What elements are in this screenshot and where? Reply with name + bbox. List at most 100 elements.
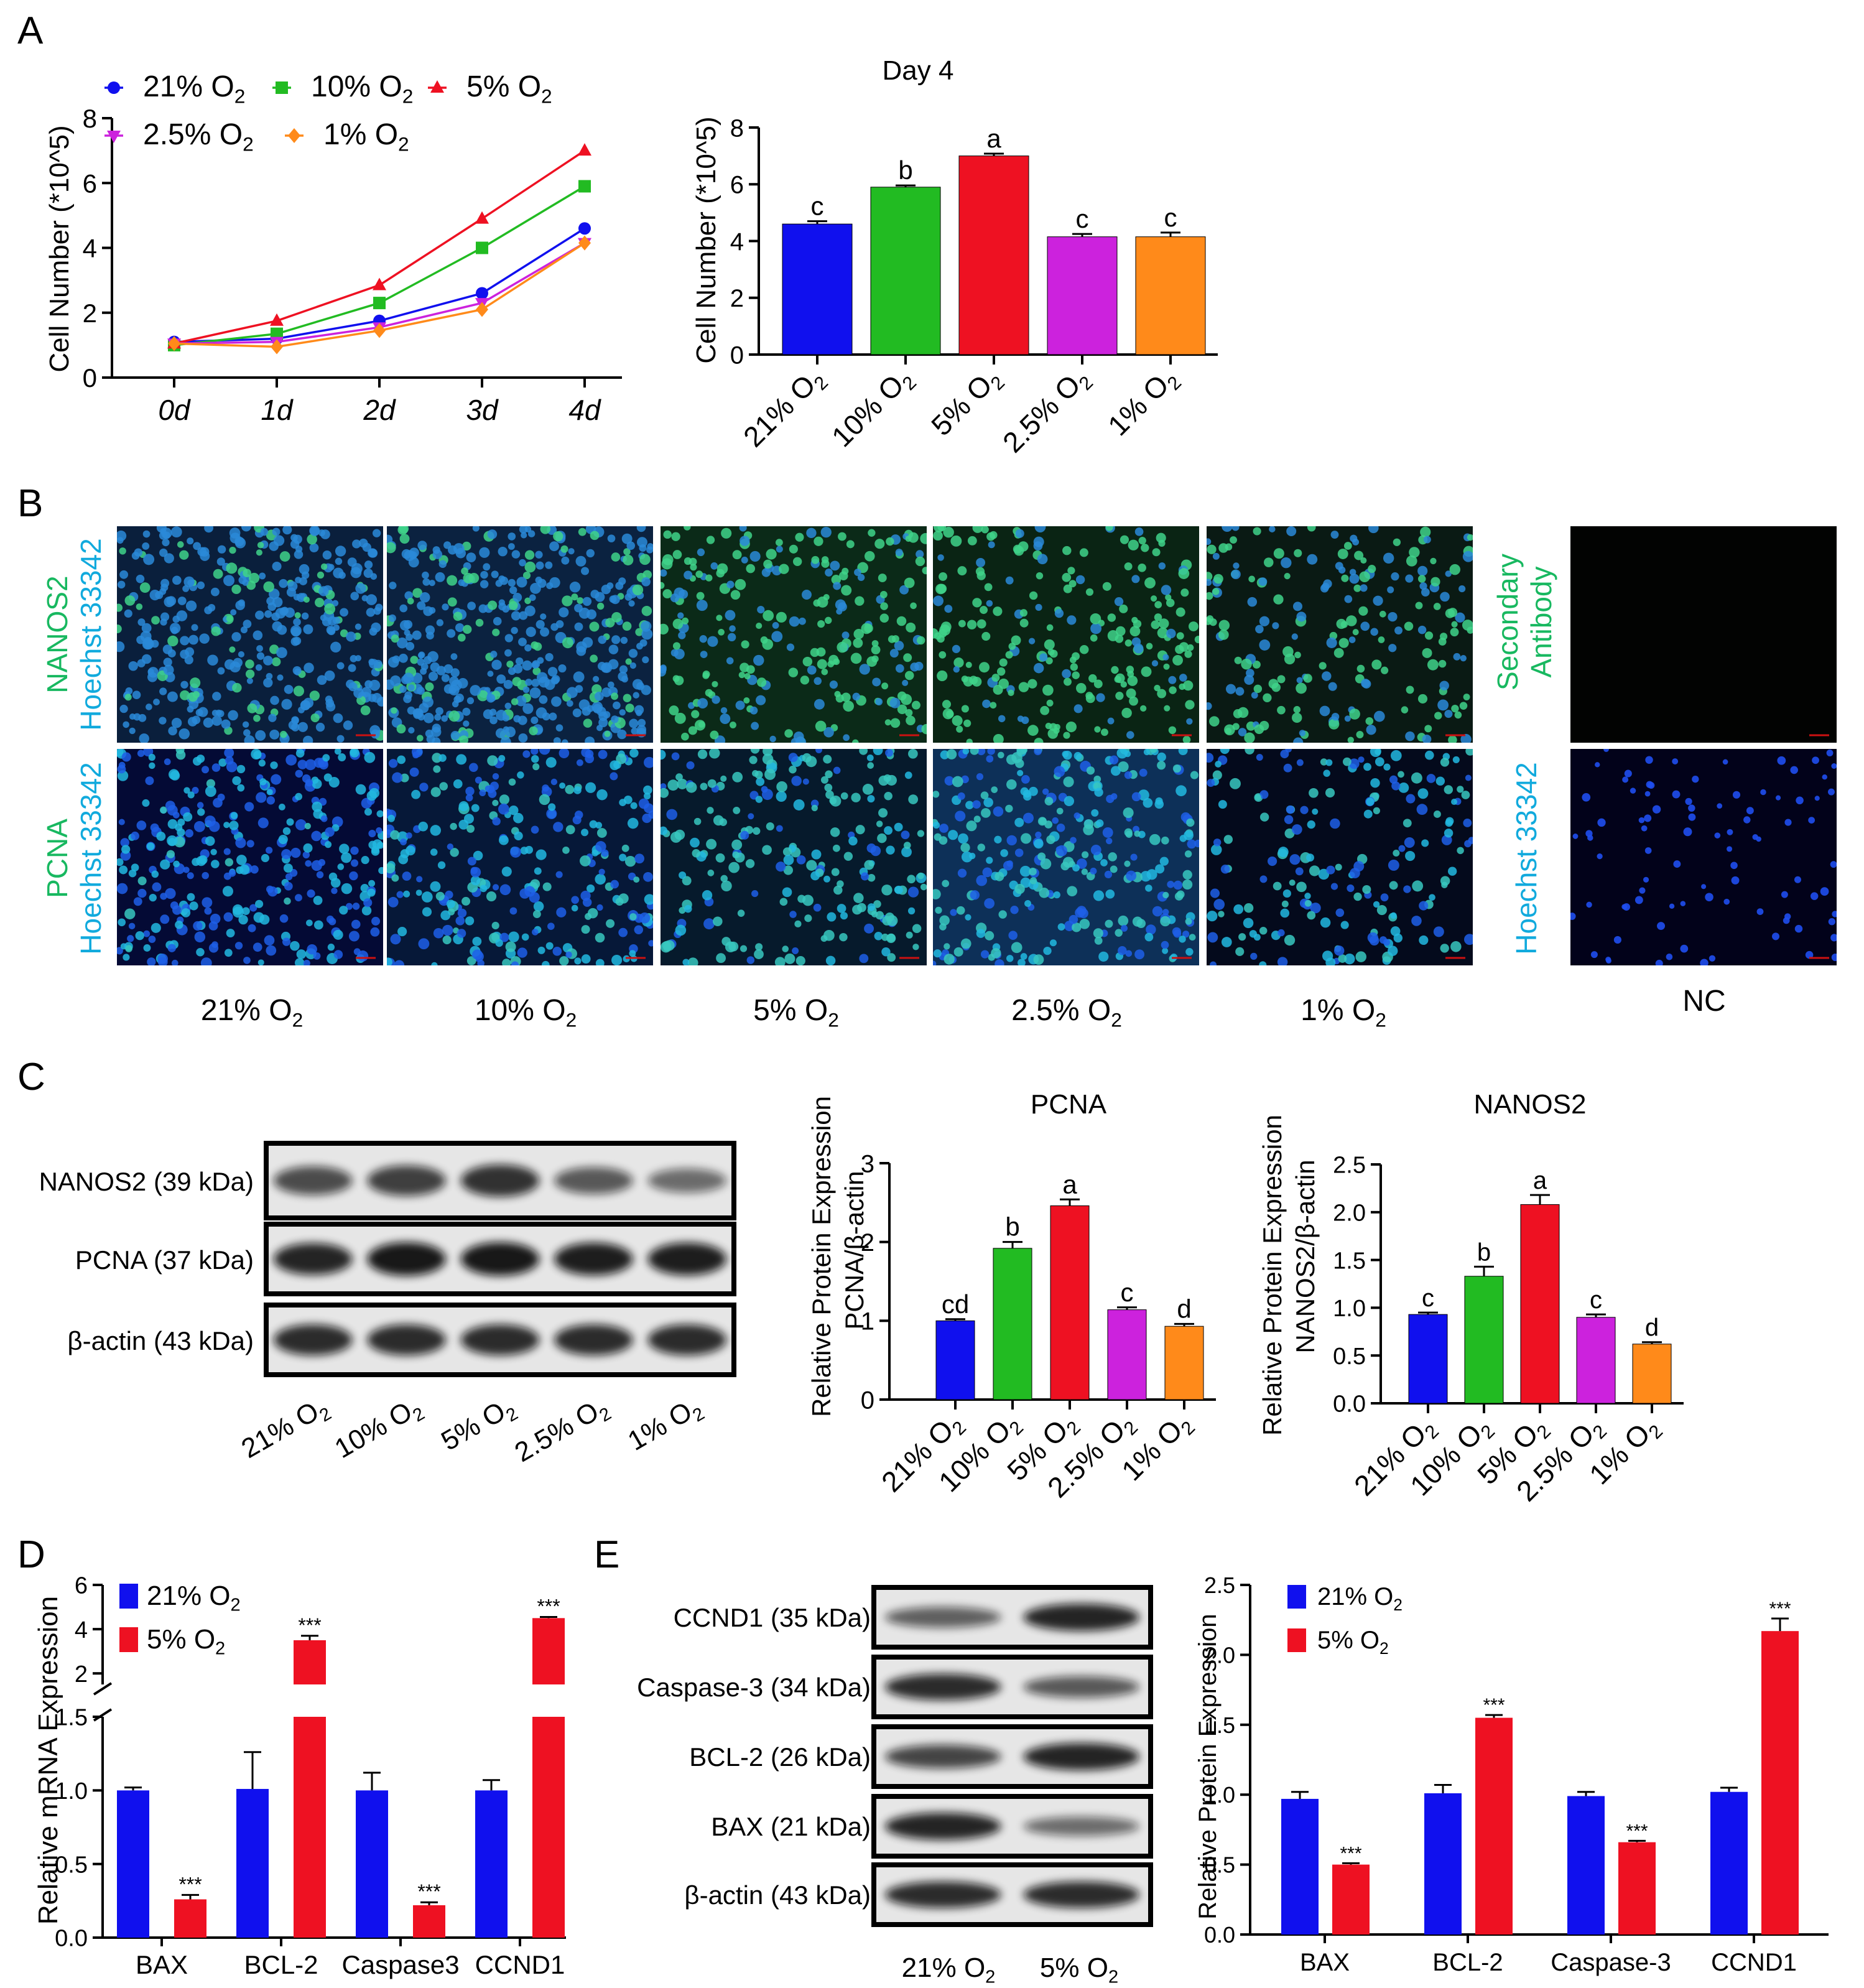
cell-nucleus <box>1268 679 1279 689</box>
cell-nucleus <box>327 626 336 636</box>
cell-nucleus <box>1100 859 1108 866</box>
cell-nucleus <box>194 931 206 943</box>
cell-nucleus <box>1090 623 1102 634</box>
cell-nucleus <box>524 886 536 897</box>
cell-nucleus <box>221 719 231 729</box>
cell-nucleus <box>1070 663 1078 671</box>
cell-nucleus <box>1145 885 1152 892</box>
cell-nucleus <box>450 653 458 660</box>
cell-nucleus <box>661 787 669 798</box>
cell-nucleus <box>179 550 189 560</box>
cell-nucleus <box>1688 813 1696 821</box>
subscript: 2 <box>566 1009 577 1031</box>
cell-nucleus <box>728 862 740 873</box>
cell-nucleus <box>310 713 320 723</box>
cell-nucleus <box>1390 750 1402 761</box>
cell-nucleus <box>1247 597 1258 607</box>
y-tick-label: 4 <box>730 228 744 256</box>
cell-nucleus <box>942 700 952 709</box>
cell-nucleus <box>1152 906 1163 917</box>
micrograph <box>1207 526 1473 743</box>
cell-nucleus <box>447 843 454 850</box>
cell-nucleus <box>204 526 214 533</box>
cell-nucleus <box>1070 837 1077 844</box>
cell-nucleus <box>944 605 953 613</box>
y-tick-label: 2 <box>83 299 97 328</box>
cell-nucleus <box>430 848 438 856</box>
cell-nucleus <box>1672 758 1679 764</box>
cell-nucleus <box>624 855 636 867</box>
cell-nucleus <box>1380 893 1389 902</box>
cell-nucleus <box>811 849 822 860</box>
cell-nucleus <box>574 622 583 631</box>
row-label-pcna: PCNA <box>41 819 73 898</box>
cell-nucleus <box>131 863 139 872</box>
blot-band <box>1023 1743 1140 1770</box>
cell-nucleus <box>1388 644 1397 653</box>
data-point <box>476 241 488 254</box>
significance-stars: *** <box>1483 1695 1505 1716</box>
cell-nucleus <box>133 713 141 721</box>
cell-nucleus <box>160 806 167 814</box>
cell-nucleus <box>664 940 675 951</box>
cell-nucleus <box>255 664 262 671</box>
cell-nucleus <box>1603 749 1609 752</box>
cell-nucleus <box>980 950 990 959</box>
cell-nucleus <box>629 913 637 921</box>
cell-nucleus <box>396 724 406 734</box>
cell-nucleus <box>1783 917 1790 924</box>
cell-nucleus <box>202 766 210 774</box>
cell-nucleus <box>697 749 708 759</box>
cell-nucleus <box>290 625 302 636</box>
cell-nucleus <box>463 572 474 583</box>
bar <box>1332 1864 1370 1935</box>
cell-nucleus <box>686 761 695 769</box>
cell-nucleus <box>1075 575 1085 585</box>
cell-nucleus <box>1335 863 1342 871</box>
cell-nucleus <box>160 859 170 870</box>
cell-nucleus <box>555 871 563 878</box>
cell-nucleus <box>1415 602 1423 610</box>
cell-nucleus <box>867 795 875 803</box>
cell-nucleus <box>1624 769 1632 778</box>
cell-nucleus <box>151 922 161 933</box>
cell-nucleus <box>625 704 634 713</box>
cell-nucleus <box>346 631 356 642</box>
cell-nucleus <box>1212 552 1220 560</box>
cell-nucleus <box>425 682 434 692</box>
cell-nucleus <box>247 703 257 713</box>
cell-nucleus <box>1453 653 1461 661</box>
cell-nucleus <box>387 542 396 554</box>
cell-nucleus <box>1341 574 1349 582</box>
cell-nucleus <box>479 547 490 558</box>
cell-nucleus <box>1300 806 1309 814</box>
cell-nucleus <box>490 651 498 658</box>
cell-nucleus <box>467 857 476 866</box>
cell-nucleus <box>359 538 368 548</box>
cell-nucleus <box>607 534 616 542</box>
cell-nucleus <box>1187 644 1194 651</box>
cell-nucleus <box>1777 756 1786 765</box>
cell-nucleus <box>1454 711 1462 719</box>
cell-nucleus <box>625 658 632 665</box>
cell-nucleus <box>1221 937 1232 947</box>
cell-nucleus <box>418 651 425 659</box>
blot-band <box>1023 1816 1140 1836</box>
cell-nucleus <box>1186 718 1193 725</box>
cell-nucleus <box>303 959 310 965</box>
y-tick-label: 0.5 <box>1204 1852 1235 1878</box>
cell-nucleus <box>1028 786 1038 796</box>
cell-nucleus <box>1182 870 1192 880</box>
cell-nucleus <box>295 577 302 583</box>
cell-nucleus <box>1259 616 1270 626</box>
cell-nucleus <box>1210 888 1220 898</box>
cell-nucleus <box>677 612 684 619</box>
cell-nucleus <box>328 917 336 926</box>
cell-nucleus <box>141 654 152 664</box>
cell-nucleus <box>170 626 179 634</box>
cell-nucleus <box>172 905 182 915</box>
cell-nucleus <box>206 779 215 788</box>
cell-nucleus <box>540 627 550 637</box>
cell-nucleus <box>619 709 626 716</box>
cell-nucleus <box>608 644 619 654</box>
